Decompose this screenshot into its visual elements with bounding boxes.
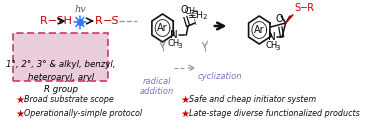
- Text: cyclization: cyclization: [197, 72, 242, 81]
- Text: 1°, 2°, 3° & alkyl, benzyl,
heteroaryl, aryl
R group: 1°, 2°, 3° & alkyl, benzyl, heteroaryl, …: [6, 60, 115, 94]
- Text: S: S: [294, 3, 301, 13]
- Text: ·: ·: [114, 11, 118, 25]
- Text: CH: CH: [184, 6, 195, 15]
- Text: R: R: [39, 16, 47, 26]
- Text: R: R: [95, 16, 102, 26]
- Text: 3: 3: [276, 45, 280, 51]
- Text: CH: CH: [191, 10, 203, 19]
- Text: Operationally-simple protocol: Operationally-simple protocol: [24, 110, 142, 119]
- Text: −SH: −SH: [47, 16, 72, 26]
- Text: Ar: Ar: [254, 25, 265, 35]
- Text: O: O: [276, 14, 283, 24]
- Text: hv: hv: [74, 5, 86, 14]
- Text: \: \: [194, 19, 196, 25]
- Text: 3: 3: [178, 43, 183, 49]
- Text: =: =: [188, 12, 197, 22]
- Text: −S: −S: [103, 16, 119, 26]
- Text: O: O: [181, 5, 188, 15]
- Text: ★: ★: [15, 109, 24, 119]
- Text: N: N: [170, 30, 178, 40]
- Text: CH: CH: [265, 42, 278, 50]
- Text: CH: CH: [168, 39, 180, 49]
- Text: Safe and cheap initiator system: Safe and cheap initiator system: [189, 95, 316, 104]
- Text: Broad substrate scope: Broad substrate scope: [24, 95, 113, 104]
- Text: ★: ★: [180, 109, 189, 119]
- FancyBboxPatch shape: [13, 33, 108, 80]
- Text: 3: 3: [194, 10, 198, 15]
- Text: 2: 2: [203, 14, 207, 20]
- Text: ★: ★: [180, 95, 189, 105]
- Text: −R: −R: [300, 3, 315, 13]
- Text: radical
addition: radical addition: [140, 77, 174, 96]
- Text: Ar: Ar: [157, 23, 168, 33]
- Text: N: N: [268, 32, 276, 42]
- Text: ★: ★: [15, 95, 24, 105]
- Text: Late-stage diverse functionalized products: Late-stage diverse functionalized produc…: [189, 110, 360, 119]
